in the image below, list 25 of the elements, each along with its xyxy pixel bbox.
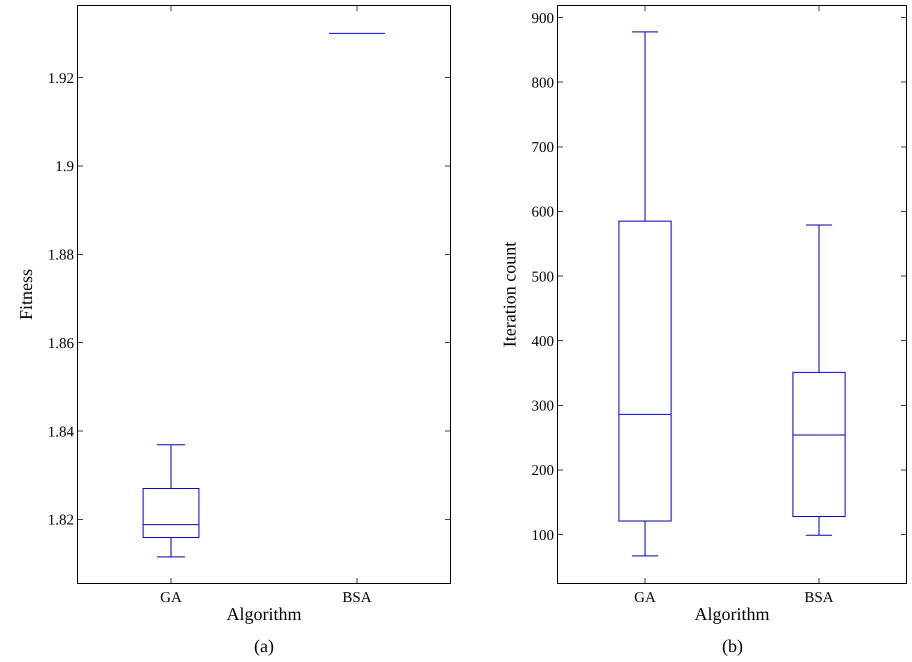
y-tick-label: 1.86 bbox=[48, 336, 74, 352]
x-axis-title: Algorithm bbox=[226, 604, 302, 624]
x-tick-label: GA bbox=[160, 590, 182, 606]
y-tick-label: 800 bbox=[532, 75, 554, 92]
y-tick-label: 900 bbox=[532, 10, 554, 27]
x-axis-title: Algorithm bbox=[694, 604, 770, 624]
y-tick-label: 1.84 bbox=[48, 424, 74, 440]
y-tick-label: 600 bbox=[532, 204, 554, 221]
y-tick-label: 1.92 bbox=[48, 70, 74, 87]
y-tick-label: 300 bbox=[532, 398, 554, 415]
y-tick-label: 400 bbox=[532, 334, 554, 350]
text: (b) bbox=[722, 636, 743, 656]
y-tick-label: 100 bbox=[532, 528, 554, 544]
y-axis-title: Iteration count bbox=[500, 242, 520, 348]
text: (a) bbox=[254, 636, 274, 656]
y-axis-title: Fitness bbox=[16, 268, 36, 320]
y-tick-label: 700 bbox=[532, 140, 554, 156]
y-tick-label: 1.82 bbox=[48, 512, 74, 529]
x-tick-label: BSA bbox=[342, 590, 372, 606]
y-tick-label: 1.9 bbox=[55, 159, 74, 176]
y-tick-label: 200 bbox=[532, 463, 554, 480]
x-tick-label: BSA bbox=[804, 590, 834, 606]
y-tick-label: 500 bbox=[532, 269, 554, 286]
y-tick-label: 1.88 bbox=[48, 248, 74, 264]
x-tick-label: GA bbox=[634, 590, 656, 606]
